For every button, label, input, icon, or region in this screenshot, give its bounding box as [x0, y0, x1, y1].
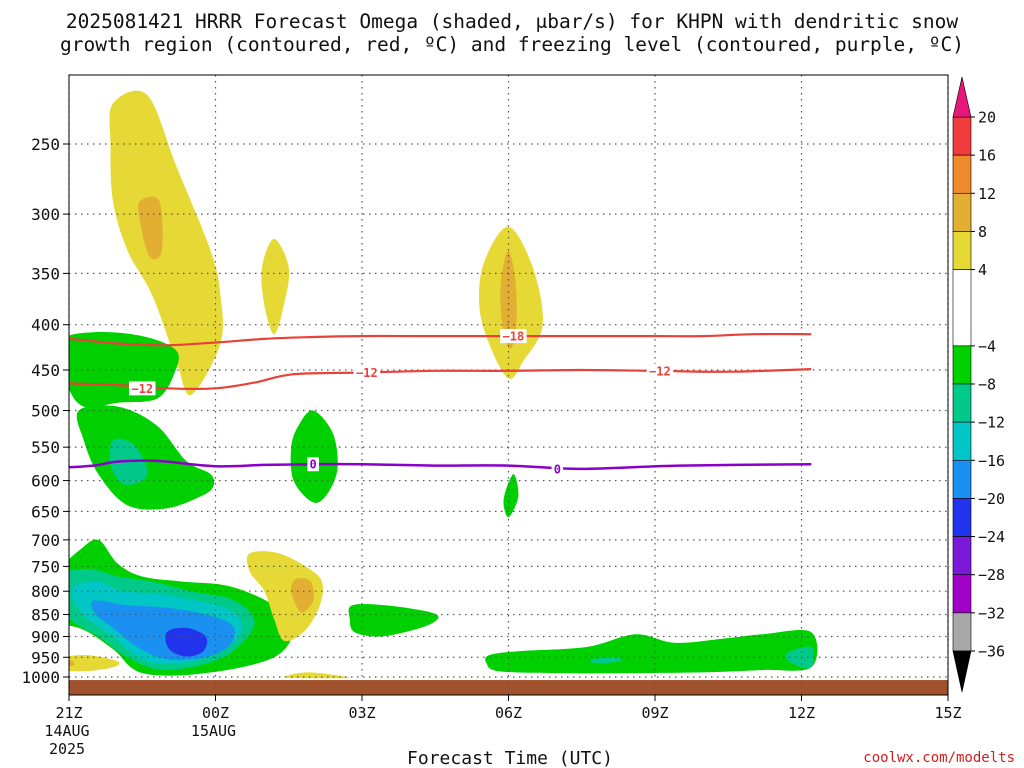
y-tick-label: 450	[31, 361, 60, 380]
dgz-contour-label: −12	[356, 366, 378, 380]
y-tick-label: 950	[31, 648, 60, 667]
colorbar-tick-label: −4	[978, 337, 996, 355]
x-tick-label: 21Z	[55, 704, 82, 722]
colorbar-tick-label: −20	[978, 490, 1005, 508]
omega-region-orange-upper	[137, 196, 163, 260]
colorbar-tick-label: 20	[978, 109, 996, 127]
y-tick-label: 300	[31, 205, 60, 224]
x-axis-label: Forecast Time (UTC)	[407, 748, 613, 768]
colorbar-tick-label: −36	[978, 643, 1005, 661]
colorbar-tick-label: −24	[978, 528, 1005, 546]
colorbar-bin	[952, 536, 972, 576]
y-tick-label: 1000	[21, 668, 60, 687]
colorbar-bottom-arrow	[952, 650, 972, 693]
omega-region-green-06z	[348, 604, 439, 637]
y-tick-label: 900	[31, 627, 60, 646]
colorbar-tick-label: −8	[978, 376, 996, 394]
colorbar-bin	[952, 192, 972, 232]
contour-labels: −18 −12 −12 −12 0 0	[129, 329, 674, 476]
y-tick-label: 750	[31, 557, 60, 576]
y-tick-label: 350	[31, 264, 60, 283]
y-tick-label: 400	[31, 316, 60, 335]
omega-region-yellow-upper-main	[109, 90, 223, 396]
omega-region-darkblue-lower	[165, 627, 208, 657]
y-tick-label: 700	[31, 531, 60, 550]
colorbar-bin	[952, 459, 972, 499]
omega-region-yellow-lower-left	[69, 655, 120, 672]
omega-region-orange-lower-left	[69, 660, 75, 667]
colorbar: 20 16 12 8 4 −4 −8 −12 −16 −20 −24 −28 −32 −36	[952, 76, 1005, 693]
colorbar-tick-label: 8	[978, 223, 987, 241]
y-tick-label: 800	[31, 582, 60, 601]
dgz-contour	[69, 332, 812, 347]
freezing-label-bg	[307, 457, 319, 472]
x-date-label: 14AUG	[44, 722, 89, 740]
colorbar-tick-label: 16	[978, 147, 996, 165]
omega-region-green-lower-right	[485, 630, 818, 674]
x-tick-label: 00Z	[202, 704, 229, 722]
colorbar-tick-label: −28	[978, 566, 1005, 584]
y-tick-label: 850	[31, 606, 60, 625]
dgz-label-bg	[646, 363, 674, 378]
colorbar-bin	[952, 421, 972, 461]
chart-title-line2: growth region (contoured, red, ºC) and f…	[60, 33, 964, 56]
x-tick-label: 06Z	[495, 704, 522, 722]
dgz-contour-label: −12	[131, 382, 153, 396]
x-tick-label: 12Z	[788, 704, 815, 722]
x-tick-label: 09Z	[641, 704, 668, 722]
colorbar-bin	[952, 383, 972, 423]
colorbar-bin	[952, 345, 972, 385]
y-tick-label: 650	[31, 502, 60, 521]
omega-region-green-mid	[76, 405, 215, 510]
grid-lines	[68, 75, 949, 695]
colorbar-bin	[952, 574, 972, 614]
x-date-label: 15AUG	[191, 722, 236, 740]
colorbar-tick-label: −12	[978, 414, 1005, 432]
colorbar-tick-label: 12	[978, 185, 996, 203]
y-tick-label: 250	[31, 135, 60, 154]
chart-title-line1: 2025081421 HRRR Forecast Omega (shaded, …	[66, 10, 958, 33]
colorbar-bin	[952, 612, 972, 652]
plot-area: −18 −12 −12 −12 0 0	[68, 74, 949, 696]
colorbar-bin	[952, 269, 972, 347]
dgz-label-bg	[500, 329, 527, 344]
y-tick-label: 550	[31, 438, 60, 457]
omega-region-teal-right-edge	[785, 646, 815, 669]
y-tick-label: 500	[31, 402, 60, 421]
omega-shaded-regions	[69, 90, 818, 679]
omega-region-green-09z-small	[503, 474, 519, 518]
omega-region-green-05z	[290, 410, 338, 503]
colorbar-top-arrow	[952, 76, 972, 118]
freezing-label-bg	[551, 461, 564, 476]
dgz-label-bg	[353, 365, 381, 380]
colorbar-bin	[952, 154, 972, 194]
freezing-contour-label: 0	[554, 462, 561, 476]
x-date-label: 2025	[49, 740, 85, 758]
omega-region-orange-09z	[500, 250, 517, 349]
colorbar-tick-label: −32	[978, 604, 1005, 622]
colorbar-tick-label: 4	[978, 261, 987, 279]
dgz-contour-label: −12	[649, 364, 671, 378]
omega-region-yellow-04z	[246, 551, 324, 642]
freezing-contour-label: 0	[310, 458, 317, 472]
colorbar-bin	[952, 231, 972, 270]
omega-region-teal-right-mid	[590, 657, 623, 664]
y-tick-label: 600	[31, 472, 60, 491]
colorbar-tick-label: −16	[978, 452, 1005, 470]
x-tick-label: 03Z	[348, 704, 375, 722]
colorbar-bin	[952, 116, 972, 156]
x-tick-label: 15Z	[934, 704, 961, 722]
y-axis-ticks: 250 300 350 400 450 500 550 600 650 700 750 800 850 9…	[21, 135, 69, 687]
source-credit: coolwx.com/modelts	[863, 750, 1015, 766]
omega-region-orange-04z	[291, 578, 314, 613]
dgz-label-bg	[129, 381, 156, 396]
omega-region-yellow-mid-350	[261, 238, 290, 335]
dgz-contour-label: −18	[503, 330, 525, 344]
colorbar-bin	[952, 498, 972, 537]
